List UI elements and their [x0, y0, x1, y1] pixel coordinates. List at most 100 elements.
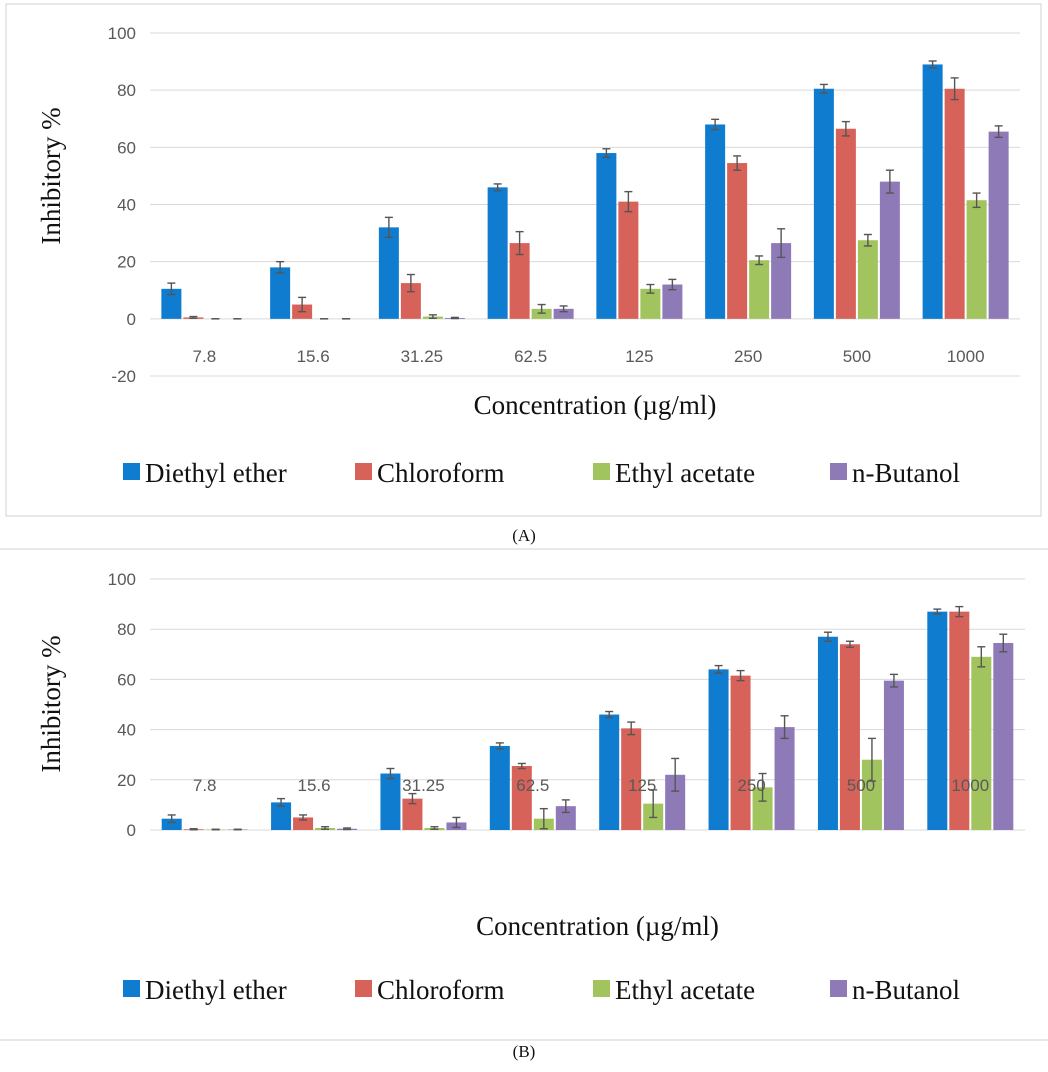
bar — [966, 200, 987, 319]
bar — [662, 284, 683, 319]
y-tick-label: 40 — [117, 196, 136, 215]
x-tick-label: 250 — [737, 776, 765, 795]
bar — [727, 163, 748, 319]
bar — [531, 308, 552, 319]
y-tick-label: 40 — [117, 721, 136, 740]
bar — [883, 680, 904, 830]
x-tick-label: 7.8 — [193, 347, 217, 366]
bar — [621, 728, 642, 830]
bar — [640, 288, 661, 319]
bar — [971, 656, 992, 830]
x-axis-title: Concentration (µg/ml) — [476, 911, 719, 941]
legend-swatch — [593, 980, 610, 997]
y-tick-label: 60 — [117, 138, 136, 157]
bar — [813, 88, 834, 319]
bar — [380, 773, 401, 830]
y-tick-label: 0 — [127, 821, 136, 840]
x-tick-label: 250 — [734, 347, 762, 366]
legend-label: n-Butanol — [852, 975, 960, 1005]
bar — [271, 802, 292, 830]
panel-label-b: (B) — [512, 1042, 536, 1061]
y-axis-title: Inhibitory % — [36, 635, 66, 772]
bar — [927, 611, 948, 830]
bar — [553, 308, 574, 319]
bar — [708, 669, 729, 830]
bar — [752, 787, 773, 830]
bar — [293, 817, 314, 830]
y-tick-label: 80 — [117, 620, 136, 639]
legend-swatch — [830, 463, 847, 480]
chart-a: 100 80 60 40 20 0 -20 7.8 15.6 31.25 62.5 125 250 500… — [5, 3, 1042, 517]
x-tick-label: 31.25 — [401, 347, 444, 366]
y-tick-label: 100 — [108, 570, 136, 589]
y-tick-label: -20 — [111, 367, 136, 386]
x-axis-title: Concentration (µg/ml) — [474, 390, 717, 420]
bar — [378, 227, 399, 319]
y-tick-label: 100 — [108, 24, 136, 43]
bar — [599, 714, 620, 830]
bar — [835, 128, 856, 319]
legend-swatch — [593, 463, 610, 480]
panel-label-a: (A) — [512, 526, 536, 545]
legend-label: Ethyl acetate — [615, 458, 755, 488]
x-tick-label: 62.5 — [516, 776, 549, 795]
bar — [922, 64, 943, 319]
y-axis-title: Inhibitory % — [36, 107, 66, 244]
y-tick-label: 60 — [117, 670, 136, 689]
bar — [161, 818, 182, 830]
x-tick-label: 1000 — [951, 776, 989, 795]
bar — [749, 260, 770, 319]
bar — [511, 765, 532, 830]
legend-label: n-Butanol — [852, 458, 960, 488]
x-tick-label: 31.25 — [402, 776, 445, 795]
x-tick-label: 15.6 — [297, 347, 330, 366]
legend-label: Chloroform — [377, 975, 505, 1005]
legend-swatch — [355, 463, 372, 480]
legend-label: Diethyl ether — [145, 458, 287, 488]
bar — [774, 727, 795, 830]
chart-frame — [5, 3, 1042, 517]
bar — [944, 88, 965, 319]
bar — [596, 153, 617, 319]
bar — [949, 611, 970, 830]
bar — [861, 759, 882, 830]
bar — [817, 636, 838, 830]
legend-label: Diethyl ether — [145, 975, 287, 1005]
y-tick-label: 0 — [127, 310, 136, 329]
y-tick-label: 20 — [117, 253, 136, 272]
x-tick-label: 500 — [843, 347, 871, 366]
x-tick-label: 62.5 — [514, 347, 547, 366]
legend-label: Chloroform — [377, 458, 505, 488]
bar — [771, 243, 792, 319]
x-tick-label: 125 — [628, 776, 656, 795]
bar — [730, 675, 751, 830]
bar — [509, 243, 530, 319]
bar — [618, 201, 639, 319]
bar — [993, 643, 1014, 830]
y-tick-label: 80 — [117, 81, 136, 100]
bar — [402, 798, 423, 830]
bar — [270, 267, 291, 319]
legend-swatch — [355, 980, 372, 997]
x-tick-label: 1000 — [947, 347, 985, 366]
bar — [988, 131, 1009, 319]
x-tick-label: 7.8 — [193, 776, 217, 795]
legend-swatch — [123, 980, 140, 997]
bar — [489, 745, 510, 830]
bar — [555, 806, 576, 830]
bar — [400, 283, 421, 319]
legend-label: Ethyl acetate — [615, 975, 755, 1005]
bar — [857, 240, 878, 319]
x-tick-label: 15.6 — [298, 776, 331, 795]
bar — [879, 181, 900, 319]
legend-swatch — [123, 463, 140, 480]
bar — [665, 774, 686, 830]
legend-swatch — [830, 980, 847, 997]
bar — [487, 187, 508, 319]
x-tick-label: 500 — [847, 776, 875, 795]
bar — [705, 124, 726, 319]
y-tick-label: 20 — [117, 771, 136, 790]
x-tick-label: 125 — [625, 347, 653, 366]
bar — [839, 644, 860, 830]
